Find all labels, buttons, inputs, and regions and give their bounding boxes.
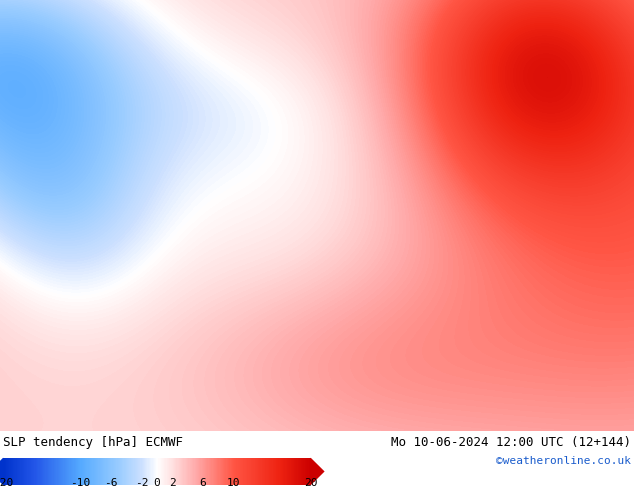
Polygon shape: [311, 458, 325, 485]
Text: ©weatheronline.co.uk: ©weatheronline.co.uk: [496, 456, 631, 466]
Text: 0: 0: [153, 478, 160, 488]
Text: -20: -20: [0, 478, 13, 488]
Polygon shape: [0, 458, 3, 485]
Text: -2: -2: [135, 478, 148, 488]
Text: 6: 6: [200, 478, 207, 488]
Text: 10: 10: [227, 478, 240, 488]
Text: -10: -10: [70, 478, 90, 488]
Text: -6: -6: [104, 478, 117, 488]
Text: Mo 10-06-2024 12:00 UTC (12+144): Mo 10-06-2024 12:00 UTC (12+144): [391, 436, 631, 449]
Text: 2: 2: [169, 478, 176, 488]
Text: 20: 20: [304, 478, 318, 488]
Text: SLP tendency [hPa] ECMWF: SLP tendency [hPa] ECMWF: [3, 436, 183, 449]
